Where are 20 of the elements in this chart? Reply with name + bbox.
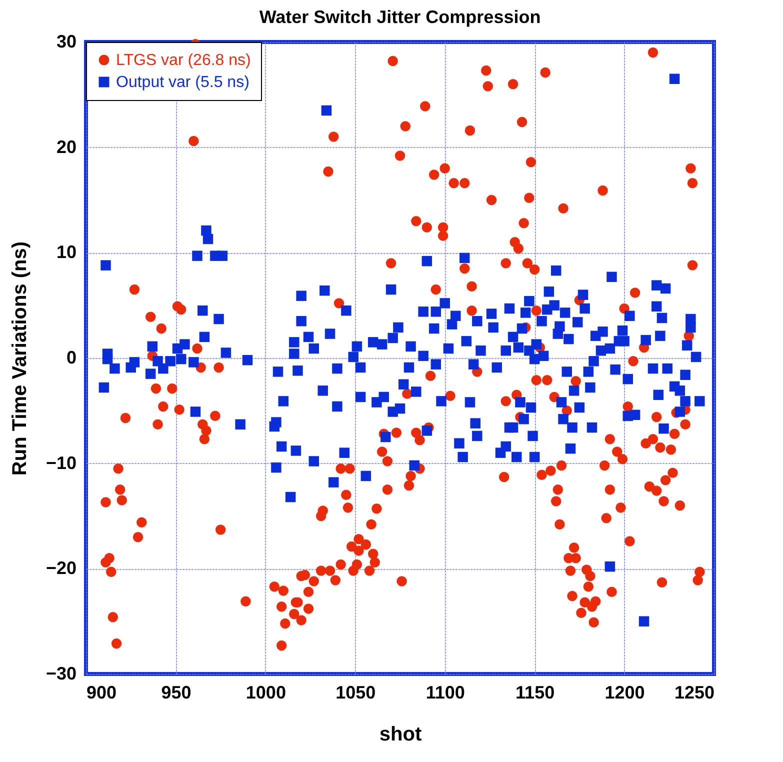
x-tick-label: 1200 xyxy=(604,682,645,702)
chart-title: Water Switch Jitter Compression xyxy=(259,7,541,27)
y-tick-label: 10 xyxy=(56,242,76,262)
y-tick-label: −10 xyxy=(46,452,76,473)
x-tick-label: 1050 xyxy=(336,682,376,702)
x-tick-label: 1100 xyxy=(426,682,465,702)
x-tick-label: 950 xyxy=(161,682,192,702)
y-tick-label: −30 xyxy=(46,664,76,684)
x-tick-label: 900 xyxy=(86,682,117,702)
legend-label: LTGS var (26.8 ns) xyxy=(116,52,251,69)
legend-label: Output var (5.5 ns) xyxy=(116,74,250,91)
x-axis-title: shot xyxy=(379,724,422,746)
y-tick-label: 20 xyxy=(56,136,76,157)
y-axis-title: Run Time Variations (ns) xyxy=(8,241,31,476)
x-tick-label: 1000 xyxy=(246,682,286,702)
x-tick-label: 1250 xyxy=(674,682,714,702)
y-tick-label: 30 xyxy=(56,32,76,52)
y-tick-label: −20 xyxy=(46,558,76,578)
y-tick-label: 0 xyxy=(66,348,76,368)
x-tick-label: 1150 xyxy=(516,682,555,702)
